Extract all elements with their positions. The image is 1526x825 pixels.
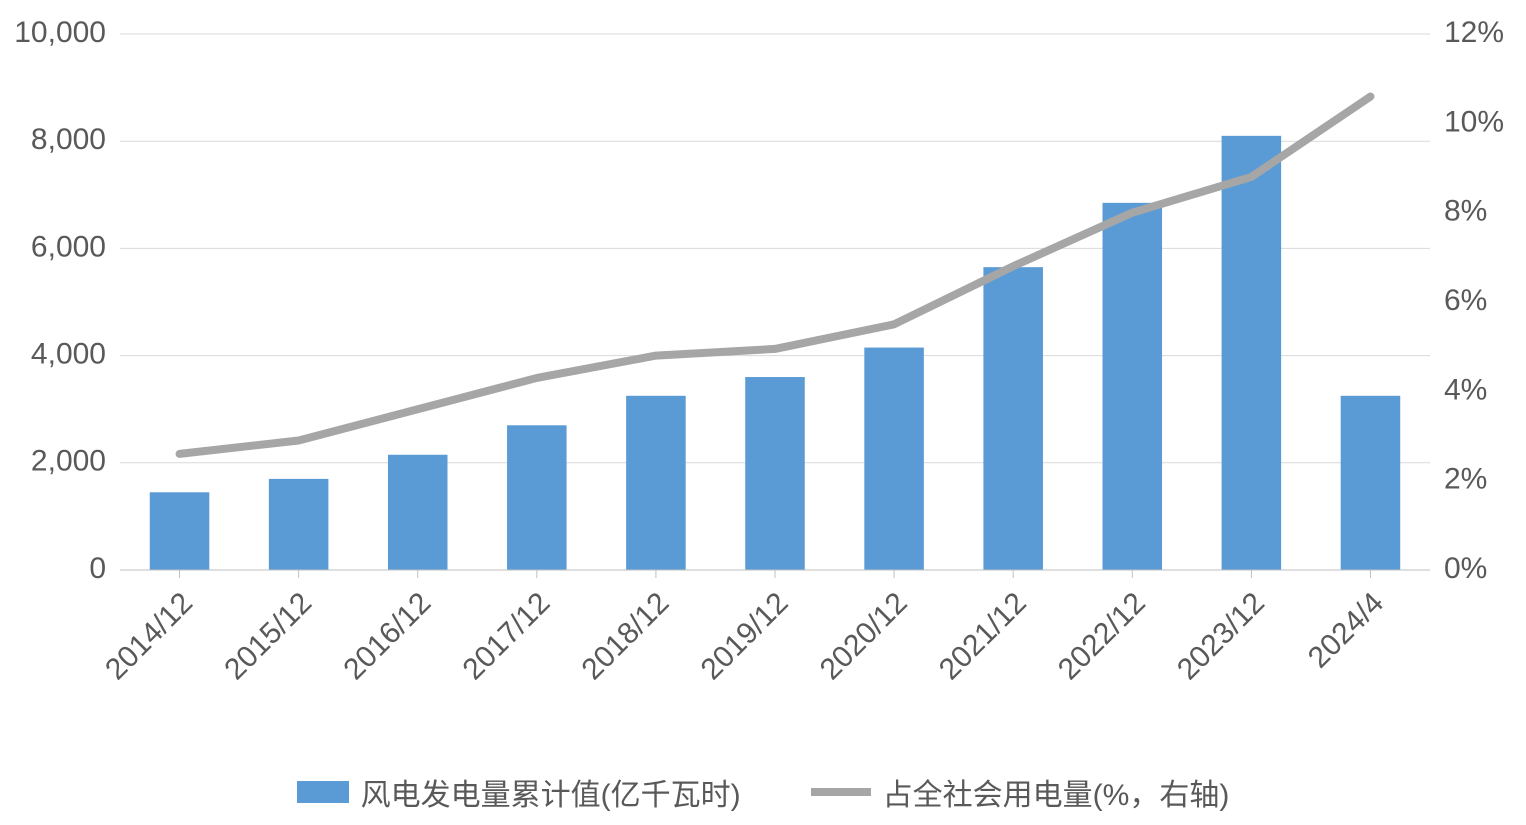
x-tick-label: 2019/12 — [695, 586, 795, 686]
y-right-tick-label: 0% — [1444, 552, 1487, 585]
bar — [1222, 136, 1282, 570]
legend: 风电发电量累计值(亿千瓦时) 占全社会用电量(%，右轴) — [0, 770, 1526, 814]
chart-container: 0 2,000 4,000 6,000 8,000 10,000 0% 2% 4% 6% 8% 10%… — [0, 0, 1526, 825]
y-left-tick-label: 2,000 — [31, 445, 106, 478]
bar — [269, 479, 329, 570]
y-left-tick-label: 8,000 — [31, 123, 106, 156]
x-tick-label: 2022/12 — [1052, 586, 1152, 686]
legend-item-line: 占全社会用电量(%，右轴) — [811, 770, 1230, 814]
bar — [1103, 203, 1163, 570]
y-left-tick-label: 10,000 — [14, 16, 106, 49]
y-right-tick-label: 6% — [1444, 284, 1487, 317]
bar — [864, 348, 924, 570]
y-right-tick-label: 4% — [1444, 373, 1487, 406]
x-tick-label: 2017/12 — [456, 586, 556, 686]
y-right-tick-label: 2% — [1444, 463, 1487, 496]
x-tick-label: 2018/12 — [576, 586, 676, 686]
bar — [150, 492, 210, 570]
x-tick-label: 2014/12 — [99, 586, 199, 686]
bar — [507, 425, 567, 570]
y-right-tick-label: 12% — [1444, 16, 1504, 49]
chart-svg: 0 2,000 4,000 6,000 8,000 10,000 0% 2% 4% 6% 8% 10%… — [0, 0, 1526, 825]
legend-item-bar: 风电发电量累计值(亿千瓦时) — [297, 770, 741, 814]
bar — [626, 396, 686, 570]
y-left-tick-label: 4,000 — [31, 338, 106, 371]
y-left-tick-label: 6,000 — [31, 230, 106, 263]
x-tick-label: 2023/12 — [1171, 586, 1271, 686]
bar — [745, 377, 805, 570]
bar — [983, 267, 1043, 570]
x-tick-label: 2015/12 — [218, 586, 318, 686]
x-tick-label: 2024/4 — [1302, 586, 1390, 674]
x-tick-label: 2021/12 — [933, 586, 1033, 686]
y-right-tick-label: 10% — [1444, 105, 1504, 138]
y-right-tick-label: 8% — [1444, 195, 1487, 228]
legend-label-bar: 风电发电量累计值(亿千瓦时) — [361, 770, 741, 814]
x-tick-label: 2016/12 — [337, 586, 437, 686]
bar — [388, 455, 448, 570]
x-tick-label: 2020/12 — [814, 586, 914, 686]
legend-swatch-bar — [297, 781, 349, 803]
y-left-tick-label: 0 — [89, 552, 106, 585]
legend-label-line: 占全社会用电量(%，右轴) — [883, 770, 1230, 814]
legend-swatch-line — [811, 788, 871, 796]
bar — [1341, 396, 1401, 570]
